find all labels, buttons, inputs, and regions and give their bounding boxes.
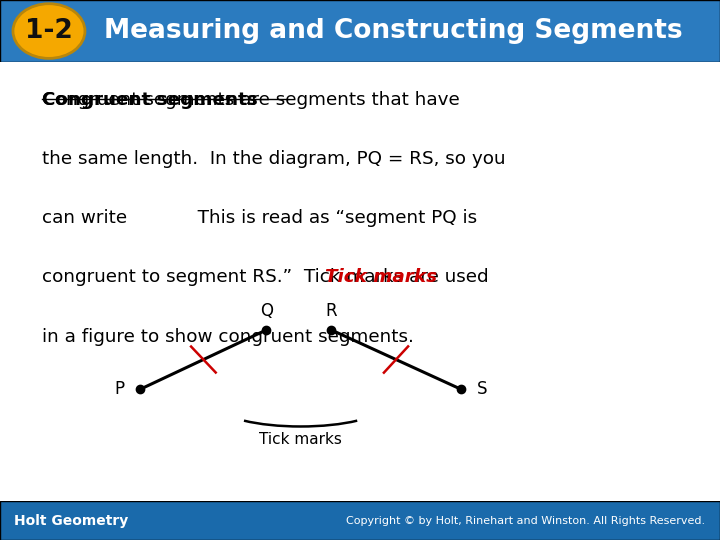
Ellipse shape: [13, 4, 85, 58]
Text: S: S: [477, 380, 487, 398]
Text: Measuring and Constructing Segments: Measuring and Constructing Segments: [104, 18, 683, 44]
Text: the same length.  In the diagram, PQ = RS, so you: the same length. In the diagram, PQ = RS…: [42, 150, 505, 168]
Text: Congruent segments are segments that have: Congruent segments are segments that hav…: [42, 91, 459, 109]
Text: Tick marks: Tick marks: [325, 268, 437, 286]
FancyBboxPatch shape: [0, 0, 720, 62]
Text: can write            This is read as “segment PQ is: can write This is read as “segment PQ is: [42, 209, 477, 227]
Text: R: R: [325, 302, 337, 320]
Text: Congruent segments: Congruent segments: [42, 91, 258, 109]
Text: congruent to segment RS.”  Tick marks are used: congruent to segment RS.” Tick marks are…: [42, 268, 488, 286]
Text: Q: Q: [260, 302, 273, 320]
Text: in a figure to show congruent segments.: in a figure to show congruent segments.: [42, 328, 413, 346]
Text: Tick marks: Tick marks: [259, 432, 342, 447]
FancyBboxPatch shape: [0, 501, 720, 540]
Text: 1-2: 1-2: [25, 18, 73, 44]
Text: Holt Geometry: Holt Geometry: [14, 514, 129, 528]
Text: P: P: [114, 380, 125, 398]
Text: Copyright © by Holt, Rinehart and Winston. All Rights Reserved.: Copyright © by Holt, Rinehart and Winsto…: [346, 516, 706, 525]
